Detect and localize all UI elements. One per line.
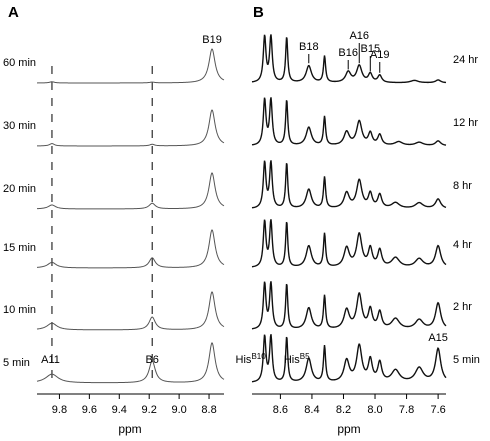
x-tick-label: 9.4 bbox=[112, 404, 127, 416]
trace-label: 4 hr bbox=[453, 239, 472, 251]
x-tick-label: 7.6 bbox=[430, 404, 445, 416]
trace-24-hr bbox=[251, 34, 447, 84]
annotation-a11: A11 bbox=[41, 354, 60, 366]
annotation-hisb5: HisB5 bbox=[284, 352, 310, 366]
x-tick-label: 9.0 bbox=[171, 404, 186, 416]
x-tick-label: 9.6 bbox=[82, 404, 97, 416]
panel-a-ticks: 9.8 9.6 9.4 9.2 9.0 8.8 bbox=[52, 394, 217, 416]
panel-a-traces bbox=[36, 48, 225, 384]
trace-label: 10 min bbox=[3, 304, 36, 316]
trace-15-min bbox=[36, 229, 225, 269]
x-tick-label: 8.4 bbox=[304, 404, 319, 416]
annotation-b18: B18 bbox=[299, 41, 319, 53]
trace-12-hr bbox=[251, 97, 447, 146]
trace-5-min bbox=[251, 334, 447, 383]
panel-b-trace-labels: 24 hr 12 hr 8 hr 4 hr 2 hr 5 min bbox=[453, 54, 480, 366]
annotation-b15: B15 bbox=[361, 43, 381, 55]
annotation-a15: A15 bbox=[428, 332, 448, 344]
annotation-b6: B6 bbox=[145, 354, 158, 366]
x-tick-label: 9.8 bbox=[52, 404, 67, 416]
panel-b-x-axis-label: ppm bbox=[337, 422, 360, 436]
panel-a-dashed-lines bbox=[51, 66, 153, 386]
trace-5-min bbox=[36, 342, 225, 384]
trace-label: 2 hr bbox=[453, 301, 472, 313]
trace-label: 60 min bbox=[3, 57, 36, 69]
annotation-b19: B19 bbox=[202, 34, 222, 46]
trace-label: 12 hr bbox=[453, 117, 478, 129]
trace-label: 8 hr bbox=[453, 180, 472, 192]
trace-label: 15 min bbox=[3, 242, 36, 254]
annotation-a19: A19 bbox=[370, 49, 390, 61]
trace-label: 5 min bbox=[453, 354, 480, 366]
panel-a: A 60 min 30 min 20 min 15 min 10 min 5 min B1… bbox=[3, 4, 225, 436]
trace-4-hr bbox=[251, 219, 447, 268]
panel-a-annotations: B19 A11 B6 bbox=[41, 34, 222, 366]
annotation-hisb10: HisB10 bbox=[236, 352, 267, 366]
panel-b-label: B bbox=[253, 4, 264, 21]
x-tick-label: 9.2 bbox=[142, 404, 157, 416]
trace-20-min bbox=[36, 172, 225, 210]
trace-2-hr bbox=[251, 281, 447, 330]
trace-label: 5 min bbox=[3, 357, 30, 369]
panel-b-traces bbox=[251, 34, 447, 383]
annotation-a16: A16 bbox=[349, 30, 369, 42]
trace-8-hr bbox=[251, 160, 447, 209]
panel-a-x-axis-label: ppm bbox=[118, 422, 141, 436]
x-tick-label: 7.8 bbox=[399, 404, 414, 416]
x-tick-label: 8.2 bbox=[336, 404, 351, 416]
panel-b-ticks: 8.6 8.4 8.2 8.0 7.8 7.6 bbox=[273, 394, 446, 416]
panel-a-trace-labels: 60 min 30 min 20 min 15 min 10 min 5 min bbox=[3, 57, 36, 369]
trace-label: 20 min bbox=[3, 183, 36, 195]
trace-60-min bbox=[36, 48, 225, 84]
trace-30-min bbox=[36, 109, 225, 147]
trace-label: 24 hr bbox=[453, 54, 478, 66]
trace-label: 30 min bbox=[3, 120, 36, 132]
panel-b: B 24 hr 12 hr 8 hr 4 hr 2 hr 5 min B18 B16 A16B… bbox=[236, 4, 480, 436]
trace-10-min bbox=[36, 291, 225, 331]
x-tick-label: 8.8 bbox=[201, 404, 216, 416]
x-tick-label: 8.6 bbox=[273, 404, 288, 416]
x-tick-label: 8.0 bbox=[367, 404, 382, 416]
annotation-b16: B16 bbox=[338, 47, 358, 59]
panel-a-label: A bbox=[8, 4, 19, 21]
